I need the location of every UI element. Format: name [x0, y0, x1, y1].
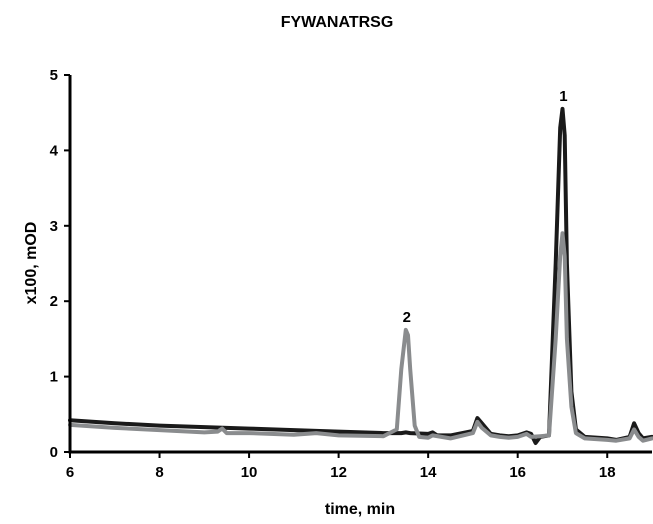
series-line-2	[68, 231, 653, 443]
y-tick-label: 4	[50, 142, 59, 159]
x-tick-label: 8	[155, 464, 163, 481]
chart-title: FYWANATRSG	[281, 14, 394, 31]
x-tick-label: 10	[241, 464, 258, 481]
y-tick-label: 3	[50, 218, 58, 235]
peak-label-1: 1	[559, 88, 567, 105]
plot-area: 12	[68, 88, 653, 445]
x-axis-label: time, min	[325, 501, 395, 518]
peak-label-2: 2	[403, 309, 411, 326]
x-tick-label: 14	[420, 464, 437, 481]
x-tick-label: 16	[509, 464, 526, 481]
y-tick-label: 2	[50, 293, 58, 310]
x-tick-label: 18	[599, 464, 616, 481]
x-tick-label: 6	[66, 464, 74, 481]
x-tick-label: 12	[330, 464, 347, 481]
y-tick-label: 0	[50, 444, 58, 461]
y-tick-label: 5	[50, 67, 58, 84]
y-tick-label: 1	[50, 369, 58, 386]
y-axis-label: x100, mOD	[23, 222, 40, 305]
